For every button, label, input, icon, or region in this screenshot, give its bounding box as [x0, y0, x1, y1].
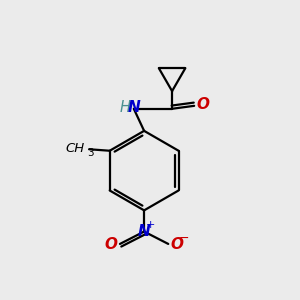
Text: H: H: [119, 100, 130, 115]
Text: +: +: [145, 220, 155, 230]
Text: O: O: [196, 98, 209, 112]
Text: CH: CH: [65, 142, 85, 154]
Text: −: −: [178, 232, 189, 245]
Text: N: N: [138, 224, 151, 239]
Text: N: N: [128, 100, 141, 115]
Text: O: O: [171, 237, 184, 252]
Text: 3: 3: [87, 148, 94, 158]
Text: O: O: [104, 237, 117, 252]
